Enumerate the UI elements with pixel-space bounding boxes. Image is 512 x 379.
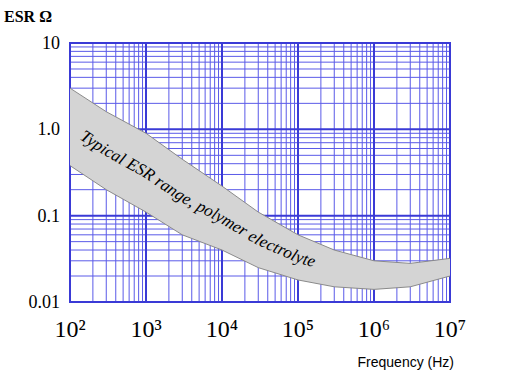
y-tick-label: 0.1 — [38, 206, 61, 226]
minor-grid-line — [214, 43, 215, 302]
minor-grid-line — [205, 43, 206, 302]
y-axis-label: ESR Ω — [4, 8, 52, 25]
minor-grid-line — [70, 88, 450, 89]
minor-grid-line — [218, 43, 219, 302]
minor-grid-line — [70, 46, 450, 47]
x-tick-label: 10⁴ — [206, 316, 238, 342]
x-tick-label: 10⁷ — [434, 316, 466, 342]
minor-grid-line — [70, 51, 450, 52]
y-tick-label: 0.01 — [29, 292, 61, 312]
plot-frame — [70, 43, 450, 302]
annotation-text: Typical ESR range, polymer electrolyte — [77, 126, 319, 271]
minor-grid-line — [70, 77, 450, 78]
annotation: Typical ESR range, polymer electrolyte — [77, 126, 319, 271]
data-group — [70, 88, 450, 289]
minor-grid-line — [210, 43, 211, 302]
grid — [70, 43, 450, 302]
y-tick-label: 10 — [42, 33, 60, 53]
x-axis-label: Frequency (Hz) — [358, 354, 454, 370]
y-tick-label: 1.0 — [38, 119, 61, 139]
x-tick-label: 10² — [54, 316, 85, 342]
minor-grid-line — [70, 62, 450, 63]
minor-grid-line — [70, 103, 450, 104]
band-edge — [70, 166, 450, 290]
esr-band — [70, 88, 450, 289]
x-tick-label: 10⁶ — [358, 316, 390, 342]
chart: Typical ESR range, polymer electrolyte 10… — [0, 0, 512, 379]
x-tick-label: 10³ — [130, 316, 161, 342]
minor-grid-line — [70, 56, 450, 57]
minor-grid-line — [70, 68, 450, 69]
minor-grid-line — [244, 43, 245, 302]
x-grid-line — [221, 43, 223, 302]
x-tick-label: 10⁵ — [282, 316, 314, 342]
